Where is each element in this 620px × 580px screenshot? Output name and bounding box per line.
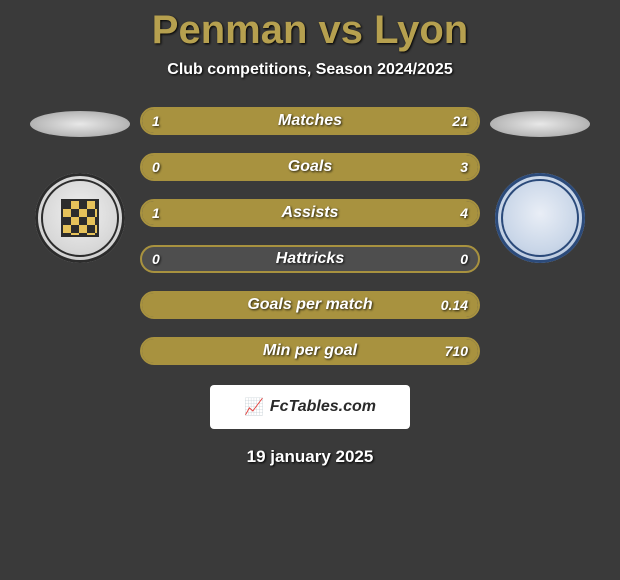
- stat-bars: 1Matches210Goals31Assists40Hattricks0Goa…: [140, 107, 480, 365]
- stat-bar: Min per goal710: [140, 337, 480, 365]
- stat-value-right: 3: [460, 155, 468, 179]
- stat-label: Assists: [142, 201, 478, 225]
- date-label: 19 january 2025: [0, 447, 620, 467]
- stat-value-right: 21: [452, 109, 468, 133]
- stat-bar: 1Matches21: [140, 107, 480, 135]
- stat-label: Hattricks: [142, 247, 478, 271]
- page-title: Penman vs Lyon: [0, 0, 620, 53]
- stat-bar: 0Goals3: [140, 153, 480, 181]
- right-player-column: [480, 107, 600, 263]
- attribution-label: FcTables.com: [270, 398, 376, 416]
- stat-label: Matches: [142, 109, 478, 133]
- club-badge-left: [35, 173, 125, 263]
- stat-bar: 1Assists4: [140, 199, 480, 227]
- stat-label: Min per goal: [142, 339, 478, 363]
- page-subtitle: Club competitions, Season 2024/2025: [0, 61, 620, 79]
- stat-value-right: 0.14: [441, 293, 468, 317]
- stat-value-right: 4: [460, 201, 468, 225]
- stat-bar: 0Hattricks0: [140, 245, 480, 273]
- chart-icon: 📈: [244, 397, 264, 417]
- stat-label: Goals per match: [142, 293, 478, 317]
- stat-bar: Goals per match0.14: [140, 291, 480, 319]
- player-shadow-left: [30, 111, 130, 137]
- player-shadow-right: [490, 111, 590, 137]
- comparison-row: 1Matches210Goals31Assists40Hattricks0Goa…: [0, 107, 620, 365]
- left-player-column: [20, 107, 140, 263]
- stat-value-right: 710: [445, 339, 468, 363]
- st-mirren-check-icon: [61, 199, 99, 237]
- attribution-box: 📈 FcTables.com: [210, 385, 410, 429]
- club-badge-right: [495, 173, 585, 263]
- stat-label: Goals: [142, 155, 478, 179]
- stat-value-right: 0: [460, 247, 468, 271]
